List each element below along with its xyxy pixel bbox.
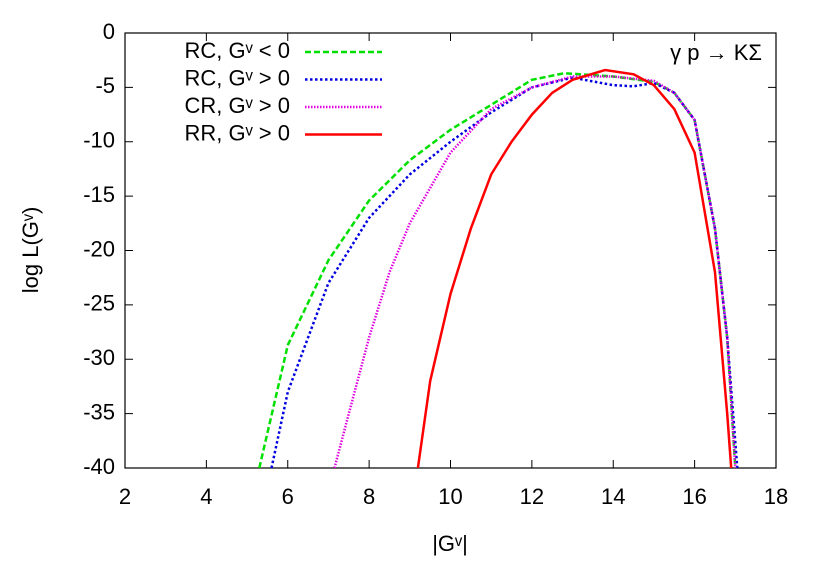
y-tick-label: -5 xyxy=(95,73,115,98)
y-tick-label: -40 xyxy=(83,454,115,479)
y-tick-label: -15 xyxy=(83,182,115,207)
legend-label: RC, Gᵛ > 0 xyxy=(185,65,291,90)
y-tick-label: -35 xyxy=(83,399,115,424)
y-tick-label: -30 xyxy=(83,345,115,370)
x-tick-label: 10 xyxy=(438,484,462,509)
legend-label: CR, Gᵛ > 0 xyxy=(185,93,291,118)
series-line xyxy=(270,76,739,468)
y-tick-label: -10 xyxy=(83,128,115,153)
legend-label: RR, Gᵛ > 0 xyxy=(185,120,291,145)
x-tick-label: 12 xyxy=(520,484,544,509)
x-tick-label: 2 xyxy=(119,484,131,509)
x-tick-label: 4 xyxy=(200,484,212,509)
series-line xyxy=(416,68,733,468)
x-tick-label: 6 xyxy=(282,484,294,509)
y-axis-label: log L(Gᵛ) xyxy=(18,207,43,294)
series-line xyxy=(258,71,737,468)
annotation: γ p → KΣ xyxy=(670,40,762,65)
series-line xyxy=(333,75,737,468)
x-tick-label: 8 xyxy=(363,484,375,509)
x-axis-label: |Gᵛ| xyxy=(432,531,468,556)
y-tick-label: 0 xyxy=(103,19,115,44)
legend-label: RC, Gᵛ < 0 xyxy=(185,38,291,63)
x-tick-label: 16 xyxy=(682,484,706,509)
x-tick-label: 18 xyxy=(764,484,788,509)
y-tick-label: -25 xyxy=(83,291,115,316)
y-tick-label: -20 xyxy=(83,236,115,261)
x-tick-label: 14 xyxy=(601,484,625,509)
